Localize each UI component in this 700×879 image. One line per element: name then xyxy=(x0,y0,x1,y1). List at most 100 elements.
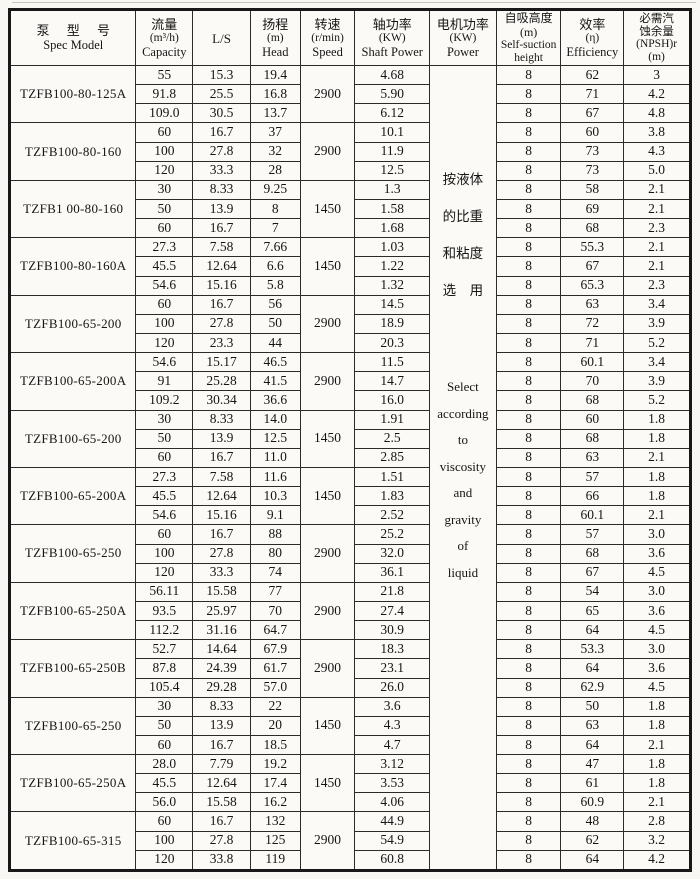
motor-note-en-line: to xyxy=(457,432,468,447)
table-header: 泵 型 号 Spec Model 流量 (m³/h) Capacity L/S … xyxy=(8,9,691,66)
model-cell: TZFB100-65-250A xyxy=(8,754,137,813)
capacity-cell: 30 xyxy=(135,696,194,717)
ls-cell: 15.3 xyxy=(192,64,251,86)
shaft-power-cell: 2.52 xyxy=(354,505,431,526)
npsh-cell: 3.4 xyxy=(623,294,691,315)
suction-height-cell: 8 xyxy=(495,696,562,717)
model-cell: TZFB100-65-250 xyxy=(8,524,137,583)
table-row: TZFB100-80-125A 55 15.3 19.4 2900 4.68 按液体 的比重和… xyxy=(8,64,691,871)
table-row: 109.0 30.5 13.7 6.12 8 67 4.8 xyxy=(10,103,691,124)
head-cell: 11.0 xyxy=(249,447,301,468)
head-cell: 46.5 xyxy=(249,352,301,373)
npsh-cell: 2.1 xyxy=(623,179,691,200)
ls-cell: 24.39 xyxy=(192,658,251,679)
ls-cell: 30.5 xyxy=(192,103,251,124)
npsh-cell: 5.2 xyxy=(623,332,691,354)
suction-height-cell: 8 xyxy=(495,179,562,200)
ls-cell: 30.34 xyxy=(192,390,251,411)
speed-header-unit: (r/min) xyxy=(311,31,344,44)
ls-cell: 13.9 xyxy=(192,198,251,220)
table-row: 112.2 31.16 64.7 30.9 8 64 4.5 xyxy=(10,620,691,641)
head-cell: 44 xyxy=(249,332,301,354)
shaft-power-cell: 11.9 xyxy=(354,141,431,162)
speed-cell: 2900 xyxy=(299,524,356,583)
efficiency-cell: 68 xyxy=(560,428,625,449)
model-cell: TZFB100-80-160A xyxy=(8,237,137,296)
shaft-power-cell: 5.90 xyxy=(354,84,431,105)
efficiency-cell: 47 xyxy=(560,754,625,775)
capacity-cell: 45.5 xyxy=(135,773,194,794)
efficiency-header-en: Efficiency xyxy=(566,44,619,59)
head-cell: 17.4 xyxy=(249,773,301,794)
head-cell: 6.6 xyxy=(249,256,301,277)
shaft-power-cell: 25.2 xyxy=(354,524,431,545)
motor-note-zh-line: 的比重 xyxy=(442,209,484,224)
efficiency-cell: 67 xyxy=(560,256,625,277)
capacity-cell: 28.0 xyxy=(135,754,194,775)
efficiency-cell: 71 xyxy=(560,84,625,105)
ls-cell: 12.64 xyxy=(192,486,251,507)
speed-cell: 2900 xyxy=(299,294,356,354)
head-cell: 19.2 xyxy=(249,754,301,775)
table-row: 100 27.8 32 11.9 8 73 4.3 xyxy=(10,141,691,162)
efficiency-cell: 65.3 xyxy=(560,275,625,296)
head-cell: 61.7 xyxy=(249,658,301,679)
capacity-cell: 120 xyxy=(135,562,194,583)
ls-cell: 33.3 xyxy=(192,160,251,181)
efficiency-cell: 60.1 xyxy=(560,505,625,526)
motor-note-en-line: gravity xyxy=(444,511,482,527)
motor-note-zh-block: 按液体 的比重 和粘度选 用 xyxy=(443,170,484,301)
shaft-power-cell: 1.68 xyxy=(354,218,431,239)
suction-height-cell: 8 xyxy=(495,447,562,468)
model-header-en: Spec Model xyxy=(43,38,104,52)
shaft-power-cell: 32.0 xyxy=(354,543,431,564)
table-row: TZFB100-65-315 60 16.7 132 2900 44.9 8 48 2.8 xyxy=(8,811,691,871)
ls-cell: 12.64 xyxy=(192,256,251,277)
ls-cell: 27.8 xyxy=(192,543,251,564)
head-cell: 119 xyxy=(249,849,301,872)
capacity-cell: 112.2 xyxy=(135,620,194,641)
npsh-cell: 4.8 xyxy=(623,103,691,124)
efficiency-cell: 60 xyxy=(560,122,625,143)
head-cell: 132 xyxy=(249,811,301,832)
capacity-cell: 100 xyxy=(135,543,194,564)
shaft-power-cell: 4.7 xyxy=(354,734,431,756)
suction-height-cell: 8 xyxy=(495,849,562,872)
efficiency-cell: 65 xyxy=(560,600,625,622)
head-cell: 9.1 xyxy=(249,505,301,526)
capacity-cell: 60 xyxy=(135,734,194,756)
ls-cell: 13.9 xyxy=(192,428,251,449)
model-cell: TZFB100-80-160 xyxy=(8,122,137,181)
table-row: 56.0 15.58 16.2 4.06 8 60.9 2.1 xyxy=(10,792,691,813)
efficiency-cell: 73 xyxy=(560,141,625,162)
capacity-cell: 60 xyxy=(135,811,194,832)
suction-height-cell: 8 xyxy=(495,160,562,181)
capacity-cell: 60 xyxy=(135,218,194,239)
shaft-power-cell: 18.3 xyxy=(354,639,431,660)
suction-height-cell: 8 xyxy=(495,600,562,622)
efficiency-cell: 55.3 xyxy=(560,237,625,258)
npsh-cell: 3.6 xyxy=(623,543,691,564)
head-cell: 37 xyxy=(249,122,301,143)
npsh-cell: 2.1 xyxy=(623,505,691,526)
suction-height-cell: 8 xyxy=(495,237,562,258)
npsh-cell: 1.8 xyxy=(623,409,691,430)
suction-height-cell: 8 xyxy=(495,275,562,296)
capacity-cell: 109.0 xyxy=(135,103,194,124)
capacity-cell: 30 xyxy=(135,179,194,200)
suction-height-cell: 8 xyxy=(495,409,562,430)
efficiency-cell: 61 xyxy=(560,773,625,794)
head-cell: 28 xyxy=(249,160,301,181)
ls-cell: 8.33 xyxy=(192,696,251,717)
motor-note-en-block: Select according to viscosity and gravity of li… xyxy=(437,377,488,582)
efficiency-header-zh: 效率 xyxy=(579,16,606,32)
speed-cell: 1450 xyxy=(299,754,356,813)
efficiency-cell: 63 xyxy=(560,294,625,315)
suction-height-cell: 8 xyxy=(495,352,562,373)
ls-cell: 33.3 xyxy=(192,562,251,583)
suction-height-cell: 8 xyxy=(495,734,562,756)
shaft-power-cell: 10.1 xyxy=(354,122,431,143)
suction-height-cell: 8 xyxy=(495,620,562,641)
motor-note-en-line: and xyxy=(453,485,473,500)
